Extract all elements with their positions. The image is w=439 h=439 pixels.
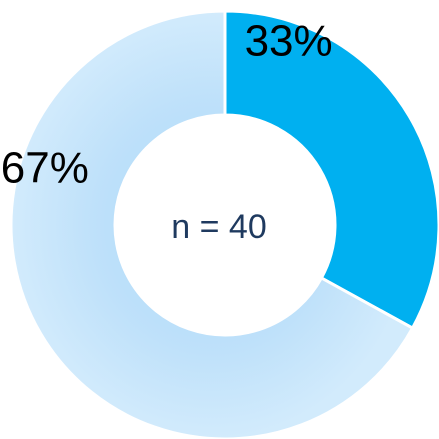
slice-label-33pct: 33% xyxy=(245,16,333,65)
donut-slices xyxy=(9,9,439,439)
donut-slice-labels: 33% 67% xyxy=(1,16,333,192)
center-label: n = 40 xyxy=(171,208,266,246)
slice-label-67pct: 67% xyxy=(1,144,89,193)
donut-slice-67pct xyxy=(9,9,415,439)
donut-slice-33pct xyxy=(223,9,439,331)
